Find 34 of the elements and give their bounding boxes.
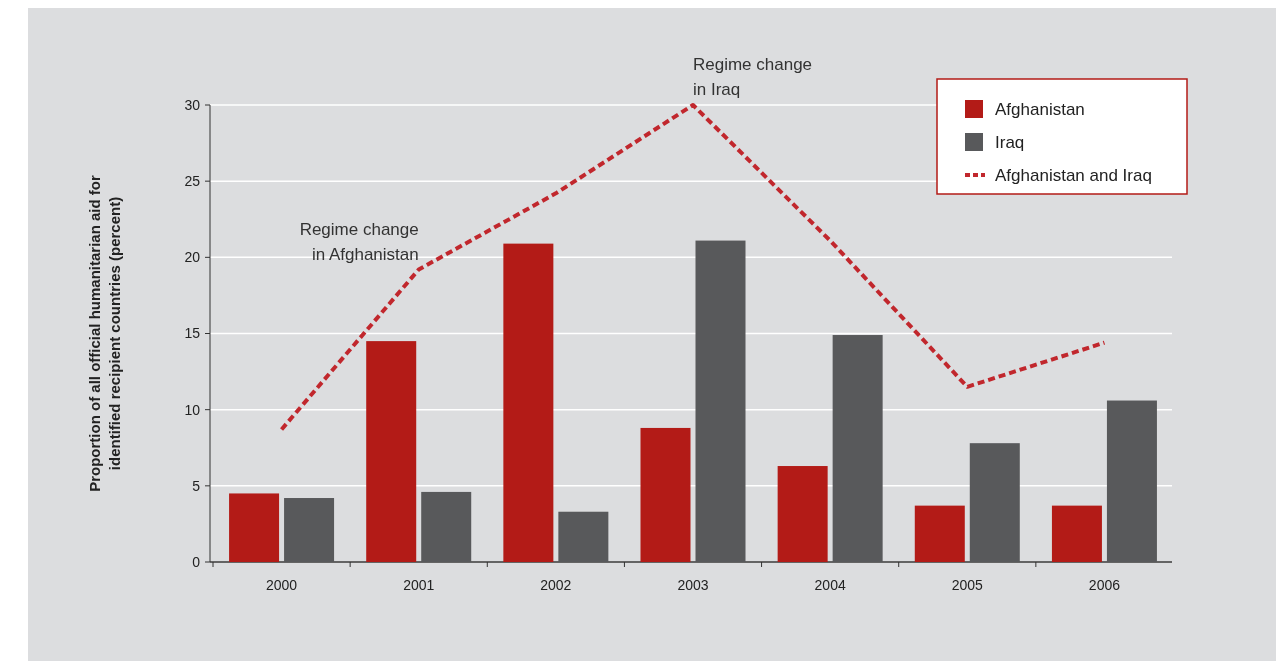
bar [695,240,746,562]
legend-label: Afghanistan and Iraq [995,165,1152,185]
x-tick-label: 2000 [265,577,298,593]
y-axis-title: Proportion of all official humanitarian aid for identified recipient countries (percent) [86,175,123,492]
annotation: Regime change in Afghanistan [299,219,419,264]
y-tick-label: 5 [192,477,201,494]
bar [1051,505,1102,562]
x-tick-label: 2004 [814,577,846,593]
y-tick-label: 10 [184,401,201,418]
bar [229,493,280,562]
bar [421,491,472,562]
bar [503,243,554,562]
legend-label: Afghanistan [995,99,1085,119]
bar [366,341,417,562]
bar [558,511,609,562]
bar [914,505,965,562]
bar [284,498,335,562]
x-tick-label: 2003 [677,577,709,593]
x-tick-label: 2006 [1088,577,1121,593]
y-tick-label: 0 [192,553,201,570]
bar [640,427,691,562]
x-tick-label: 2005 [951,577,984,593]
y-tick-label: 15 [184,325,201,342]
bar [1106,400,1157,562]
annotation: Regime change in Iraq [693,55,813,99]
y-tick-label: 25 [184,173,201,190]
bar [777,466,828,562]
bar [832,335,883,562]
y-tick-label: 30 [184,96,201,113]
x-tick-label: 2001 [403,577,435,593]
x-tick-label: 2002 [540,577,572,593]
bar [969,443,1020,562]
y-tick-label: 20 [184,249,201,266]
legend-label: Iraq [995,132,1025,152]
